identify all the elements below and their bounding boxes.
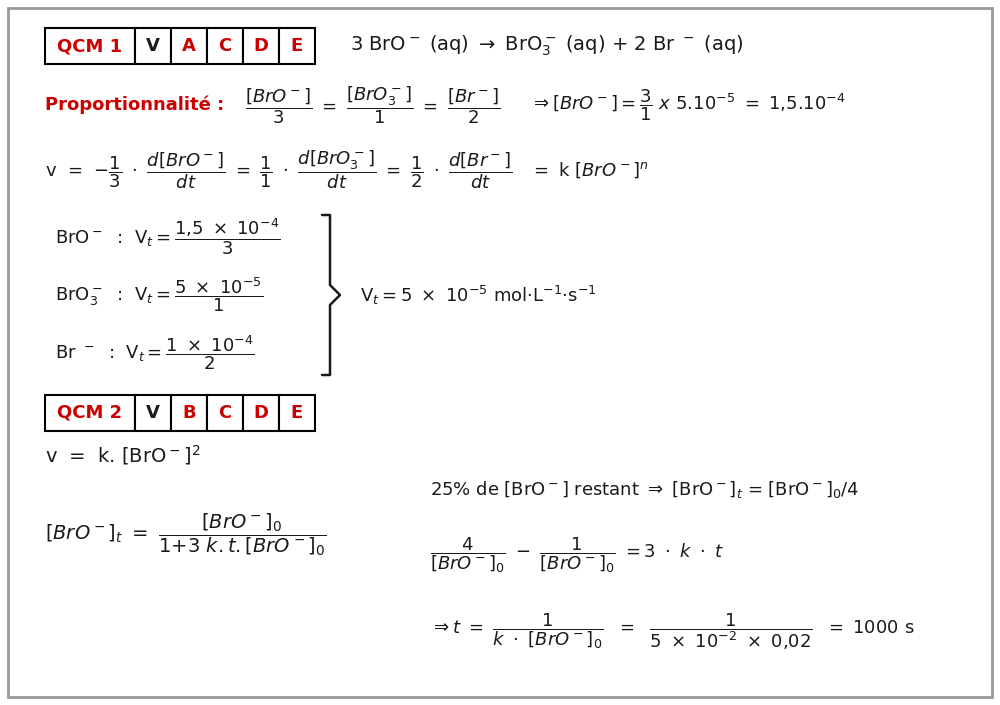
Bar bbox=[135, 28, 171, 64]
Bar bbox=[207, 395, 243, 431]
Text: 25% de [BrO$^-$] restant $\Rightarrow$ [BrO$^-$]$_t$ = [BrO$^-$]$_0$/4: 25% de [BrO$^-$] restant $\Rightarrow$ [… bbox=[430, 479, 859, 501]
Text: E: E bbox=[291, 404, 303, 422]
Text: D: D bbox=[254, 37, 268, 55]
Bar bbox=[45, 395, 135, 431]
Text: C: C bbox=[218, 404, 232, 422]
Text: C: C bbox=[218, 37, 232, 55]
Text: Br $^-$  :  $\mathrm{V}_t = \dfrac{1\ \times\ 10^{-4}}{2}$: Br $^-$ : $\mathrm{V}_t = \dfrac{1\ \tim… bbox=[55, 333, 255, 372]
Bar bbox=[243, 395, 279, 431]
Text: E: E bbox=[291, 37, 303, 55]
Text: $\Rightarrow [BrO^-] = \dfrac{3}{1}\ x\ 5.10^{-5}\ =\ 1{,}5.10^{-4}$: $\Rightarrow [BrO^-] = \dfrac{3}{1}\ x\ … bbox=[530, 87, 846, 123]
Text: v  =  k. [BrO$^-$]$^2$: v = k. [BrO$^-$]$^2$ bbox=[45, 443, 200, 467]
Text: $\dfrac{[BrO^-]}{3}\ =\ \dfrac{[BrO_3^-]}{1}\ =\ \dfrac{[Br^-]}{2}$: $\dfrac{[BrO^-]}{3}\ =\ \dfrac{[BrO_3^-]… bbox=[245, 84, 500, 125]
Text: A: A bbox=[182, 37, 196, 55]
Bar bbox=[171, 28, 207, 64]
Text: QCM 2: QCM 2 bbox=[57, 404, 123, 422]
Text: $\mathrm{V}_t = 5\ \times\ 10^{-5}\ \mathrm{mol}{\cdot}\mathrm{L}^{-1}{\cdot}\ma: $\mathrm{V}_t = 5\ \times\ 10^{-5}\ \mat… bbox=[360, 283, 597, 307]
Text: BrO$^-$  :  $\mathrm{V}_t = \dfrac{1{,}5\ \times\ 10^{-4}}{3}$: BrO$^-$ : $\mathrm{V}_t = \dfrac{1{,}5\ … bbox=[55, 216, 281, 257]
Text: D: D bbox=[254, 404, 268, 422]
Bar bbox=[45, 28, 135, 64]
Text: B: B bbox=[182, 404, 196, 422]
Text: $\Rightarrow t\ =\ \dfrac{1}{k\ \cdot\ [BrO^-]_0}\ \ =\ \ \dfrac{1}{5\ \times\ 1: $\Rightarrow t\ =\ \dfrac{1}{k\ \cdot\ [… bbox=[430, 612, 915, 652]
Text: v  =  $-\dfrac{1}{3}\ \cdot\ \dfrac{d[BrO^-]}{dt}\ =\ \dfrac{1}{1}\ \cdot\ \dfra: v = $-\dfrac{1}{3}\ \cdot\ \dfrac{d[BrO^… bbox=[45, 149, 649, 191]
Bar bbox=[171, 395, 207, 431]
Text: 3 BrO$^-$ (aq) $\rightarrow$ BrO$_3^-$ (aq) + 2 Br $^-$ (aq): 3 BrO$^-$ (aq) $\rightarrow$ BrO$_3^-$ (… bbox=[350, 34, 743, 59]
Bar bbox=[243, 28, 279, 64]
Text: $[BrO^-]_t\ =\ \dfrac{[BrO^-]_0}{1{+}3\ k.t.[BrO^-]_0}$: $[BrO^-]_t\ =\ \dfrac{[BrO^-]_0}{1{+}3\ … bbox=[45, 512, 327, 558]
Bar bbox=[279, 395, 315, 431]
Text: QCM 1: QCM 1 bbox=[57, 37, 123, 55]
Bar bbox=[135, 395, 171, 431]
Bar bbox=[207, 28, 243, 64]
Text: V: V bbox=[146, 37, 160, 55]
Text: Proportionnalité :: Proportionnalité : bbox=[45, 96, 224, 114]
Text: V: V bbox=[146, 404, 160, 422]
Bar bbox=[279, 28, 315, 64]
Text: BrO$_3^-$  :  $\mathrm{V}_t = \dfrac{5\ \times\ 10^{-5}}{1}$: BrO$_3^-$ : $\mathrm{V}_t = \dfrac{5\ \t… bbox=[55, 276, 263, 314]
Text: $\dfrac{4}{[BrO^-]_0}\ -\ \dfrac{1}{[BrO^-]_0}\ = 3\ \cdot\ k\ \cdot\ t$: $\dfrac{4}{[BrO^-]_0}\ -\ \dfrac{1}{[BrO… bbox=[430, 535, 724, 575]
